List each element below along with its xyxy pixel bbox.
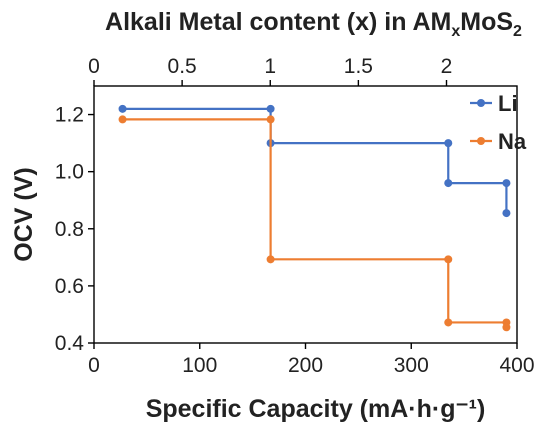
legend: Li Na bbox=[470, 91, 527, 154]
subscript: x bbox=[451, 23, 460, 40]
x-tick-label: 200 bbox=[288, 354, 323, 377]
top-axis-title: Alkali Metal content (x) in AMxMoS2 bbox=[105, 8, 522, 40]
y-axis-title: OCV (V) bbox=[10, 167, 38, 261]
subscript: 2 bbox=[513, 23, 522, 40]
x-axis-ticks: 0 100 200 300 400 bbox=[88, 343, 535, 377]
data-point-li bbox=[502, 209, 511, 218]
y-tick-label: 0.6 bbox=[55, 275, 84, 298]
x2-tick-label: 0.5 bbox=[168, 55, 197, 78]
plot-border bbox=[93, 85, 518, 344]
data-point-na bbox=[444, 318, 453, 327]
legend-swatch-marker bbox=[477, 99, 485, 107]
legend-swatch-marker bbox=[477, 137, 485, 145]
top-axis-title-text: Alkali Metal content (x) in AMxMoS2 bbox=[105, 8, 522, 40]
x-axis-title: Specific Capacity (mA·h·g⁻¹) bbox=[146, 395, 486, 423]
data-point-li bbox=[444, 179, 453, 188]
data-point-na bbox=[118, 115, 127, 124]
title-segment: MoS bbox=[460, 8, 513, 36]
data-point-li bbox=[266, 104, 275, 113]
series-line-li bbox=[122, 107, 508, 214]
plot-frame bbox=[93, 85, 518, 344]
x2-tick-label: 0 bbox=[88, 55, 100, 78]
y-tick-label: 0.4 bbox=[55, 332, 85, 355]
x2-tick-label: 1 bbox=[264, 55, 276, 78]
y-tick-label: 0.8 bbox=[55, 218, 84, 241]
data-point-li bbox=[118, 104, 127, 113]
x2-tick-label: 2 bbox=[441, 55, 453, 78]
y-tick-label: 1.0 bbox=[55, 161, 84, 184]
x-tick-label: 0 bbox=[88, 354, 100, 377]
data-point-na bbox=[444, 255, 453, 264]
data-point-na bbox=[266, 115, 275, 124]
data-point-li bbox=[444, 139, 453, 148]
y-tick-label: 1.2 bbox=[55, 104, 84, 127]
y-axis-ticks: 0.4 0.6 0.8 1.0 1.2 bbox=[55, 104, 94, 355]
x-tick-label: 300 bbox=[394, 354, 429, 377]
series-na bbox=[118, 115, 511, 332]
x-tick-label: 100 bbox=[182, 354, 217, 377]
data-point-li bbox=[502, 179, 511, 188]
x2-tick-label: 1.5 bbox=[344, 55, 373, 78]
legend-label-na: Na bbox=[498, 129, 527, 154]
top-axis-ticks: 0 0.5 1 1.5 2 bbox=[88, 55, 452, 86]
series-group bbox=[118, 104, 511, 332]
data-point-na bbox=[502, 323, 511, 332]
series-li bbox=[118, 104, 511, 218]
data-point-na bbox=[266, 255, 275, 264]
legend-label-li: Li bbox=[498, 91, 518, 116]
title-segment: Alkali Metal content (x) in AM bbox=[105, 8, 451, 36]
x-tick-label: 400 bbox=[499, 354, 534, 377]
